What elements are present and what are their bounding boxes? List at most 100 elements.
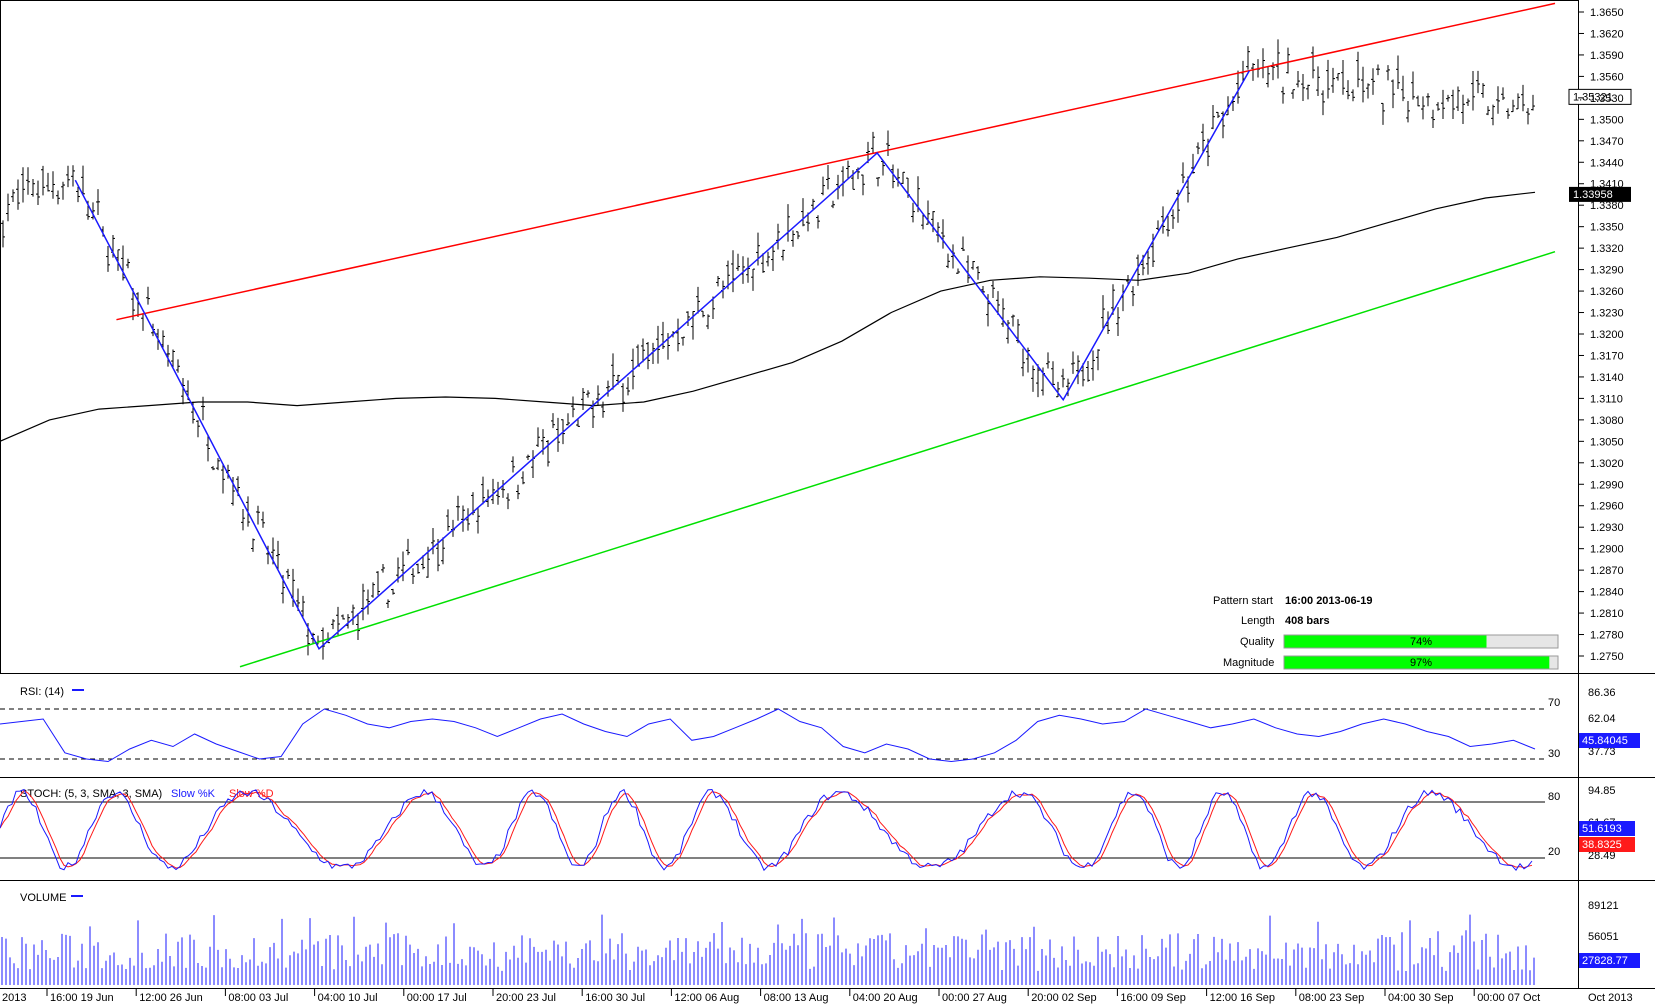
- price-tick-label: 1.3110: [1590, 393, 1623, 405]
- time-tick-label: Oct 2013: [1588, 992, 1633, 1004]
- price-tick-label: 1.3230: [1590, 308, 1624, 320]
- stoch-d-line: [0, 789, 1533, 869]
- magnitude-label: Magnitude: [1223, 657, 1274, 669]
- magnitude-bar-fill: [1284, 656, 1550, 669]
- stoch-axis-tick: 28.49: [1588, 850, 1616, 862]
- price-tick-label: 1.2750: [1590, 651, 1624, 663]
- price-axis: 1.3650 1.3620 1.3590 1.3560 1.3530 1.3500 1.34…: [1578, 7, 1624, 663]
- price-tick-label: 1.3380: [1590, 200, 1624, 212]
- rsi-series-line: [0, 708, 1536, 763]
- ma-price-badge: [1569, 186, 1631, 202]
- stoch-k-badge: [1579, 821, 1635, 836]
- price-tick-label: 1.3440: [1590, 157, 1624, 169]
- time-tick-label: 16:00 09 Sep: [1120, 992, 1185, 1004]
- rsi-axis-tick: 37.73: [1588, 746, 1616, 758]
- price-panel-frame: [0, 0, 1579, 674]
- volume-value-badge: [1579, 953, 1640, 968]
- stoch-level-80: 80: [1548, 791, 1560, 803]
- pattern-start-label: Pattern start: [1213, 595, 1273, 607]
- price-tick-label: 1.3080: [1590, 415, 1624, 427]
- price-tick-label: 1.3140: [1590, 372, 1624, 384]
- rsi-axis-tick: 86.36: [1588, 687, 1616, 699]
- price-tick-label: 1.3050: [1590, 436, 1624, 448]
- price-tick-label: 1.2960: [1590, 501, 1624, 513]
- price-tick-label: 1.2900: [1590, 544, 1624, 556]
- time-tick-label: 08:00 23 Sep: [1299, 992, 1364, 1004]
- rsi-title: RSI: (14): [20, 686, 64, 698]
- price-tick-label: 1.2840: [1590, 587, 1624, 599]
- time-tick-label: 04:00 10 Jul: [318, 992, 378, 1004]
- time-tick-label: 00:00 17 Jul: [407, 992, 467, 1004]
- time-tick-label: 04:00 30 Sep: [1388, 992, 1453, 1004]
- rsi-panel: RSI: (14) 70 30 86.36 62.04 37.73 45.840…: [0, 686, 1640, 763]
- stoch-d-badge: [1579, 837, 1635, 852]
- price-tick-label: 1.3500: [1590, 114, 1624, 126]
- price-tick-label: 1.3590: [1590, 50, 1624, 62]
- length-label: Length: [1241, 615, 1275, 627]
- price-tick-label: 1.2810: [1590, 608, 1624, 620]
- price-tick-label: 1.3530: [1590, 93, 1624, 105]
- length-value: 408 bars: [1285, 615, 1330, 627]
- quality-label: Quality: [1240, 636, 1275, 648]
- price-tick-label: 1.3260: [1590, 286, 1624, 298]
- volume-bars: [1, 914, 1535, 985]
- rsi-axis-tick: 62.04: [1588, 713, 1616, 725]
- stoch-legend-k: Slow %K: [171, 788, 216, 800]
- price-tick-label: 1.3320: [1590, 243, 1624, 255]
- stoch-panel: STOCH: (5, 3, SMA, 3, SMA) Slow %K Slow …: [0, 785, 1635, 872]
- time-tick-label: 08:00 03 Jul: [228, 992, 288, 1004]
- price-tick-label: 1.2930: [1590, 522, 1624, 534]
- time-tick-label: 00:00 07 Oct: [1477, 992, 1540, 1004]
- price-tick-label: 1.3200: [1590, 329, 1624, 341]
- price-tick-label: 1.3350: [1590, 222, 1624, 234]
- price-tick-label: 1.3560: [1590, 71, 1624, 83]
- stoch-axis-tick: 94.85: [1588, 785, 1616, 797]
- zigzag-pattern-line: [74, 70, 1250, 650]
- quality-value: 74%: [1410, 636, 1432, 648]
- stoch-k-value: 51.6193: [1582, 823, 1622, 835]
- time-tick-label: 12:00 06 Aug: [674, 992, 739, 1004]
- volume-title: VOLUME: [20, 892, 66, 904]
- moving-average-line: [0, 191, 1536, 442]
- price-tick-label: 1.3170: [1590, 350, 1624, 362]
- price-bars: [1, 39, 1535, 660]
- time-tick-label: 12:00 16 Sep: [1210, 992, 1275, 1004]
- price-tick-label: 1.2780: [1590, 630, 1624, 642]
- volume-value-label: 27828.77: [1582, 955, 1628, 967]
- rsi-level-70: 70: [1548, 697, 1560, 709]
- time-tick-label: 2013: [2, 992, 26, 1004]
- pattern-start-value: 16:00 2013-06-19: [1285, 595, 1372, 607]
- magnitude-value: 97%: [1410, 657, 1432, 669]
- stoch-d-value: 38.8325: [1582, 839, 1622, 851]
- time-axis: 2013 16:00 19 Jun 12:00 26 Jun 08:00 03 Jul…: [2, 989, 1633, 1004]
- pattern-info: Pattern start 16:00 2013-06-19 Length 40…: [1213, 595, 1559, 670]
- time-tick-label: 16:00 19 Jun: [50, 992, 114, 1004]
- time-tick-label: 20:00 23 Jul: [496, 992, 556, 1004]
- volume-axis-tick: 89121: [1588, 900, 1619, 912]
- support-line: [239, 250, 1556, 668]
- price-tick-label: 1.3470: [1590, 136, 1624, 148]
- stoch-k-line: [0, 788, 1533, 872]
- stoch-level-20: 20: [1548, 846, 1560, 858]
- time-tick-label: 08:00 13 Aug: [764, 992, 829, 1004]
- price-tick-label: 1.2990: [1590, 479, 1624, 491]
- price-tick-label: 1.3290: [1590, 265, 1624, 277]
- quality-bar-fill: [1284, 635, 1487, 648]
- resistance-line: [116, 2, 1556, 321]
- volume-panel: VOLUME 89121 56051 27828.77: [1, 892, 1640, 985]
- rsi-level-30: 30: [1548, 748, 1560, 760]
- ma-price-label: 1.33958: [1573, 189, 1613, 201]
- price-tick-label: 1.3020: [1590, 458, 1624, 470]
- time-tick-label: 12:00 26 Jun: [139, 992, 203, 1004]
- price-tick-label: 1.3650: [1590, 7, 1624, 19]
- time-tick-label: 00:00 27 Aug: [942, 992, 1007, 1004]
- current-price-label: 1.35321: [1573, 91, 1613, 103]
- rsi-value-badge: [1579, 733, 1640, 748]
- price-tick-label: 1.3620: [1590, 28, 1624, 40]
- price-tick-label: 1.3410: [1590, 179, 1624, 191]
- time-tick-label: 16:00 30 Jul: [585, 992, 645, 1004]
- volume-axis-tick: 56051: [1588, 931, 1619, 943]
- time-tick-label: 04:00 20 Aug: [853, 992, 918, 1004]
- price-tick-label: 1.2870: [1590, 565, 1624, 577]
